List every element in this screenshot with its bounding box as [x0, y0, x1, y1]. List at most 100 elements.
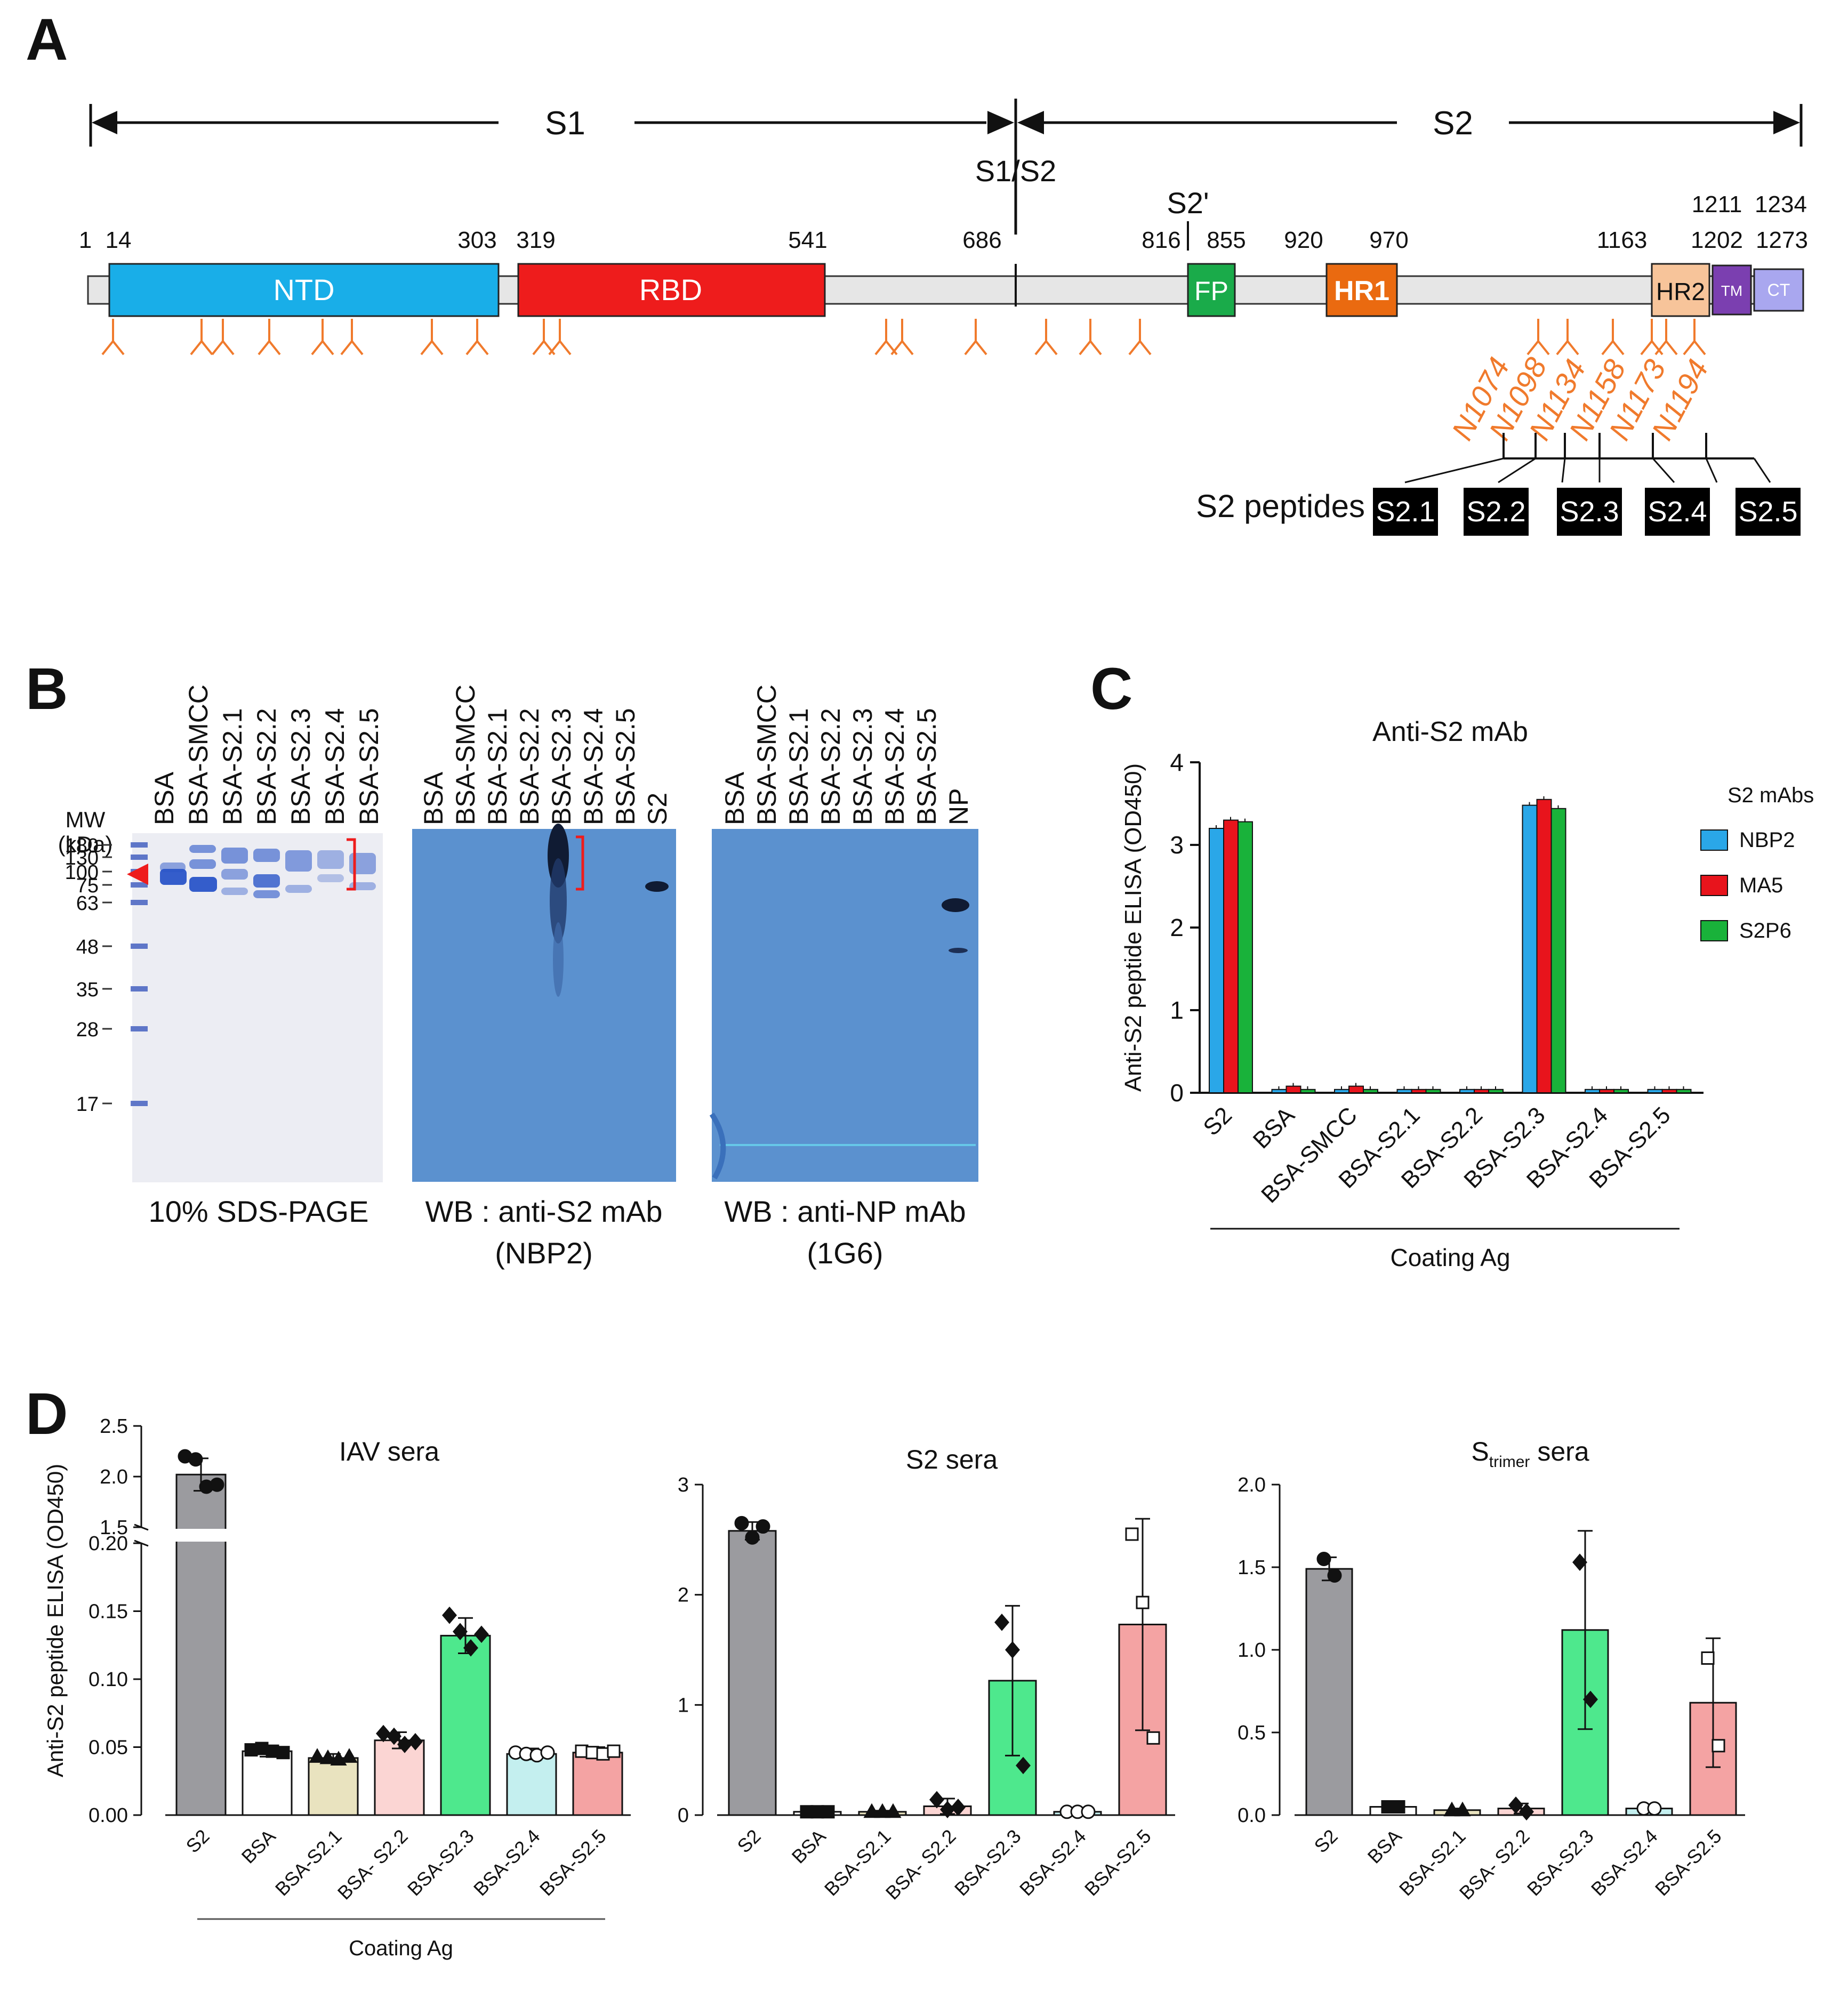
mw-marker-label: 48: [76, 936, 99, 958]
data-point: [929, 1791, 944, 1809]
mw-marker-label: 35: [76, 979, 99, 1001]
bar-ma5: [1411, 1089, 1427, 1094]
s2-peptides-label: S2 peptides: [1196, 488, 1365, 524]
data-point: [540, 1745, 555, 1760]
bar: [374, 1739, 425, 1816]
gel3-caption: WB : anti-NP mAb: [724, 1195, 966, 1228]
position-label: 303: [457, 227, 496, 253]
data-point: [387, 1727, 401, 1745]
ladder-band: [131, 986, 148, 992]
title-tail: sera: [1530, 1437, 1589, 1466]
glycan-markers: [101, 319, 1706, 356]
y-tick-label: 0.05: [89, 1737, 128, 1759]
hr1-domain: [1325, 263, 1398, 317]
data-point: [376, 1724, 391, 1743]
glycan-icon: [964, 319, 987, 356]
lane-label: BSA-S2.3: [547, 708, 576, 825]
position-label: 319: [516, 227, 555, 253]
lane-label: BSA-S2.4: [578, 708, 608, 825]
data-point: [188, 1452, 203, 1467]
legend-label: NBP2: [1739, 828, 1795, 852]
lane-label: BSA-S2.3: [848, 708, 878, 825]
bar-nbp2: [1459, 1089, 1475, 1094]
lane-label: BSA: [149, 771, 179, 825]
lane-label: BSA-S2.5: [912, 708, 942, 825]
data-point: [1519, 1803, 1534, 1821]
x-axis-label: Coating Ag: [349, 1937, 453, 1960]
tm-domain: [1712, 264, 1752, 316]
x-tick-label: BSA- S2.2: [333, 1825, 412, 1904]
lane-label: BSA-S2.4: [320, 708, 350, 825]
title-main: S: [1471, 1437, 1489, 1466]
gel-band: [317, 850, 344, 869]
s2-prime-cleavage-label: S2': [1167, 186, 1209, 220]
bar: [506, 1753, 557, 1816]
data-point: [341, 1748, 358, 1763]
ladder-band: [131, 1026, 148, 1031]
mw-marker-label: 180: [65, 835, 99, 857]
y-tick-label: 0: [1170, 1079, 1184, 1107]
mw-marker-label: 28: [76, 1019, 99, 1041]
position-label: 686: [962, 227, 1001, 253]
data-point: [1327, 1568, 1342, 1583]
x-tick-label: BSA-S2.3: [403, 1825, 478, 1900]
spike-domain-map: S1 S2 S1/S2 S2' 1 14 303 319 541 686 816…: [79, 99, 1808, 536]
bar-nbp2: [1522, 804, 1538, 1093]
data-point: [607, 1744, 621, 1758]
peptide-box: [1373, 488, 1438, 536]
glycan-icon: [101, 319, 125, 356]
gel-band: [189, 845, 216, 853]
bar-nbp2: [1271, 1089, 1287, 1094]
glycan-icon: [1683, 319, 1706, 356]
panel-letter-b: B: [26, 656, 68, 722]
gel-band: [221, 888, 248, 895]
data-point: [1647, 1801, 1662, 1816]
gel-band: [189, 859, 216, 869]
ladder-band: [131, 882, 148, 888]
gel-band: [221, 869, 248, 880]
peptide-label: S2.5: [1738, 496, 1797, 528]
peptide-box: [1645, 488, 1710, 536]
chart-title: Anti-S2 mAb: [1372, 716, 1528, 747]
data-point: [1443, 1801, 1460, 1817]
lane-label: BSA-S2.2: [816, 708, 846, 825]
y-tick-label: 0.00: [89, 1804, 128, 1827]
glycan-icon: [1654, 319, 1678, 356]
bar: [1305, 1568, 1353, 1816]
position-label: 1234: [1755, 191, 1807, 217]
data-point: [442, 1606, 457, 1624]
fp-label: FP: [1194, 276, 1228, 306]
chart-title: Strimer sera: [1471, 1437, 1589, 1471]
bar-ma5: [1599, 1089, 1614, 1094]
wb-anti-s2-blot: [412, 829, 676, 1182]
data-point: [863, 1803, 880, 1818]
lane-label: BSA-SMCC: [752, 684, 782, 825]
bar-s2p6: [1425, 1089, 1441, 1094]
data-point: [1572, 1553, 1587, 1571]
position-label: 14: [106, 227, 132, 253]
bsa-band-arrow-icon: [127, 864, 148, 885]
data-point: [474, 1625, 489, 1643]
data-point: [1136, 1595, 1150, 1609]
position-label: 1211: [1692, 191, 1742, 217]
bar: [728, 1530, 777, 1816]
glycan-icon: [258, 319, 281, 356]
glycan-icon: [1526, 319, 1550, 356]
bar-nbp2: [1334, 1089, 1349, 1094]
glycan-icon: [1556, 319, 1579, 356]
data-point: [1454, 1801, 1471, 1817]
data-point: [1508, 1796, 1523, 1814]
glycan-icon: [532, 319, 556, 356]
mw-title: MW: [66, 807, 106, 832]
data-point: [1146, 1731, 1160, 1745]
gel-band: [253, 874, 280, 888]
legend-title: S2 mAbs: [1728, 784, 1814, 807]
position-label: 855: [1207, 227, 1246, 253]
lane-label: BSA-S2.5: [610, 708, 640, 825]
gel-band: [221, 848, 248, 864]
data-point: [1701, 1651, 1715, 1665]
legend-label: S2P6: [1739, 919, 1791, 942]
x-tick-label: S2: [733, 1825, 765, 1857]
data-point: [453, 1623, 468, 1641]
